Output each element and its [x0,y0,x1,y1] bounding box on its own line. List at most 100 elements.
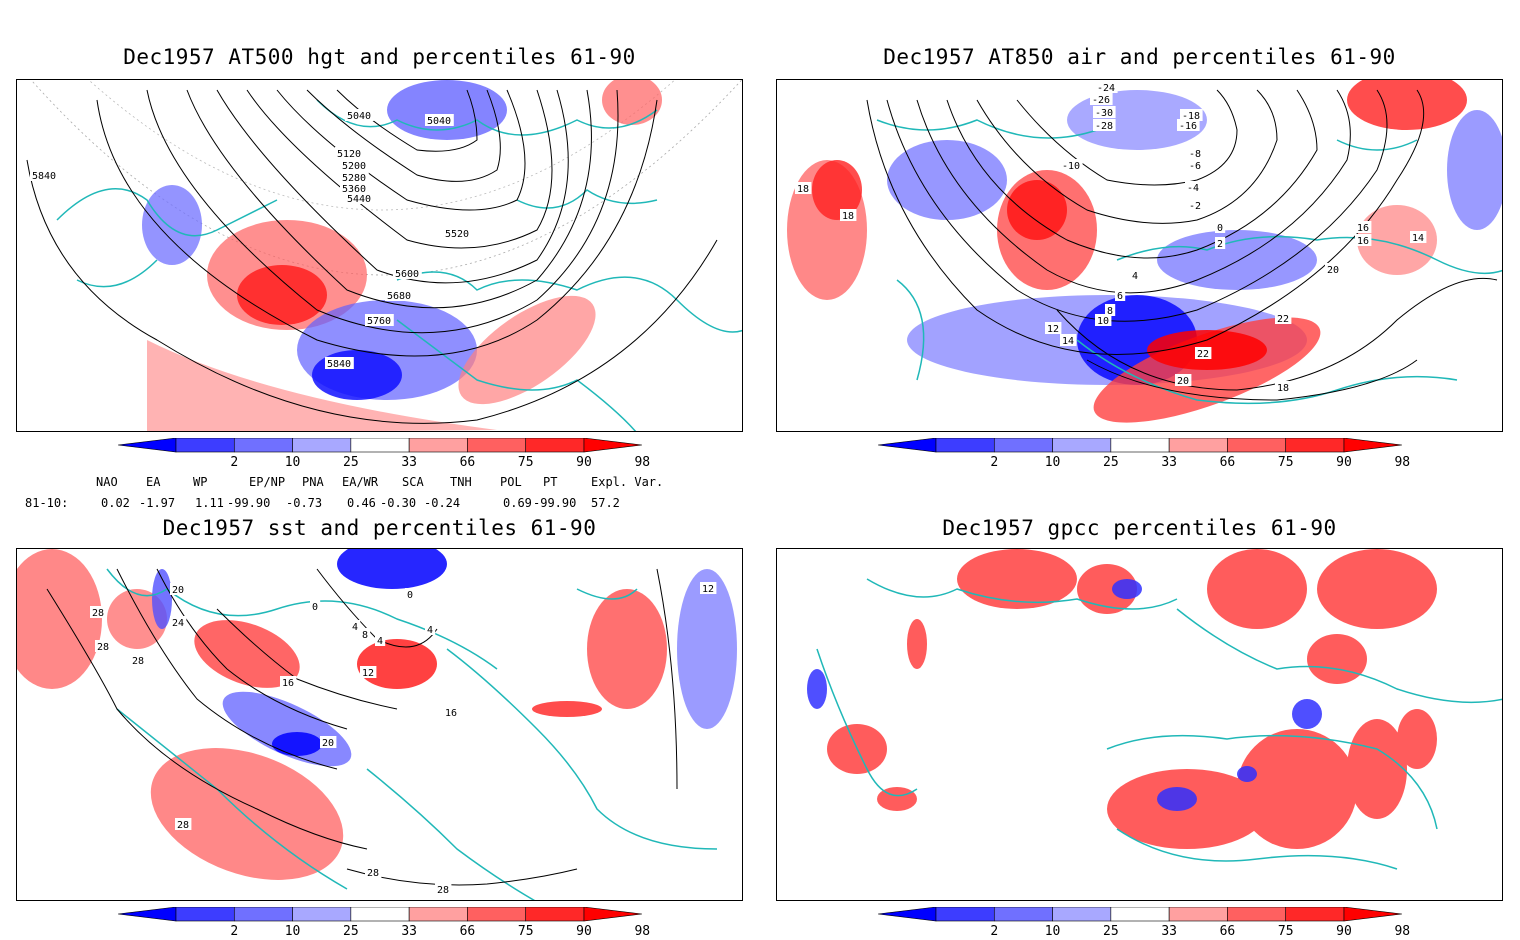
colorbar-box [935,437,995,453]
contour-label: 28 [130,654,147,667]
svg-text:16: 16 [1357,223,1369,234]
contour-label: 20 [170,583,187,596]
svg-text:5840: 5840 [327,359,351,370]
colorbar-box [993,906,1053,922]
contour-label: -30 [1093,106,1116,119]
svg-text:20: 20 [1177,376,1189,387]
colorbar-tick-label: 33 [1161,924,1177,939]
colorbar-box [1168,906,1228,922]
contour-label: 5600 [393,267,422,280]
contour-label: 18 [795,182,812,195]
svg-text:5040: 5040 [427,116,451,127]
colorbar-tick-label: 90 [1336,455,1352,470]
contour-label: 18 [840,209,857,222]
colorbar-box [1052,437,1112,453]
contour-label: 12 [700,582,717,595]
colorbar-box [1227,906,1287,922]
index-value: 57.2 [591,496,620,510]
colorbar-tick-label: 90 [576,924,592,939]
map-gpcc-svg [777,549,1502,900]
contour-label: 16 [443,706,460,719]
colorbar-tick-label: 25 [1103,924,1119,939]
svg-text:5840: 5840 [32,171,56,182]
svg-text:5680: 5680 [387,291,411,302]
svg-text:-30: -30 [1095,108,1113,119]
contour-label: 20 [320,736,337,749]
svg-text:5280: 5280 [342,173,366,184]
svg-text:5040: 5040 [347,111,371,122]
svg-text:12: 12 [1047,324,1059,335]
colorbar-4: 2 10 25 33 66 75 90 98 [877,906,1410,940]
index-value: -0.24 [424,496,461,510]
svg-text:2: 2 [1217,239,1223,250]
svg-text:4: 4 [1132,271,1138,282]
svg-text:5200: 5200 [342,161,366,172]
index-header: Expl. Var. [591,475,664,489]
colorbar-right-arrow [583,437,643,453]
svg-text:28: 28 [132,656,144,667]
index-header: EA/WR [342,475,379,489]
contour-label: -6 [1187,159,1204,172]
svg-text:28: 28 [92,608,104,619]
colorbar-tick-label: 25 [1103,455,1119,470]
svg-text:18: 18 [1277,383,1289,394]
svg-text:-16: -16 [1179,121,1197,132]
contour-label: 22 [1275,312,1292,325]
colorbar-box [525,437,585,453]
contour-label: 12 [1045,322,1062,335]
index-header: TNH [450,475,472,489]
contour-label: 5440 [345,192,374,205]
contour-label: -8 [1187,147,1204,160]
colorbar-box [1285,437,1345,453]
colorbar-box [1110,906,1170,922]
colorbar-left-arrow [117,906,177,922]
index-value: 0.46 [347,496,376,510]
svg-text:28: 28 [367,868,379,879]
svg-text:-8: -8 [1189,149,1201,160]
index-header: POL [500,475,522,489]
colorbar-box [467,906,527,922]
contour-label: 4 [350,620,361,633]
contour-label: 5840 [30,169,59,182]
colorbar-left-arrow [877,906,937,922]
contour-label: 5040 [345,109,374,122]
contour-label: 20 [1325,263,1342,276]
index-header: PT [543,475,558,489]
svg-text:20: 20 [172,585,184,596]
colorbar-tick-label: 66 [1219,924,1236,939]
colorbar-tick-label: 10 [1044,455,1061,470]
contour-label: 5760 [365,314,394,327]
colorbar-box [175,906,235,922]
contour-label: 28 [95,640,112,653]
svg-text:18: 18 [797,184,809,195]
colorbar-tick-label: 66 [459,924,476,939]
colorbar-tick-label: 2 [230,924,239,939]
contour-label: 10 [1095,314,1112,327]
contour-label: -18 [1180,109,1203,122]
index-header: WP [193,475,208,489]
svg-text:20: 20 [1327,265,1339,276]
svg-text:5120: 5120 [337,149,361,160]
colorbar-box [467,437,527,453]
colorbar-box [292,906,352,922]
index-row-label: 81-10: [25,496,69,510]
colorbar-tick-label: 33 [1161,455,1177,470]
contour-label: 28 [175,818,192,831]
colorbar-tick-label: 75 [1277,924,1294,939]
contour-label: 5360 [340,182,369,195]
colorbar-svg [117,437,643,453]
contour-label: -24 [1095,81,1118,94]
contour-label: 4 [425,623,436,636]
colorbar-box [1285,906,1345,922]
contour-label: 5200 [340,159,369,172]
colorbar-tick-label: 10 [284,455,301,470]
colorbar-tick-label: 10 [1044,924,1061,939]
map-panel-hgt: 5040 5040 5120 5200 5280 5360 5440 5520 5600 5680… [16,79,743,432]
colorbar-box [292,437,352,453]
svg-text:14: 14 [1412,233,1424,244]
panel-title-sst: Dec1957 sst and percentiles 61-90 [162,516,597,540]
svg-text:0: 0 [1217,223,1223,234]
svg-text:12: 12 [362,668,374,679]
index-value: -99.90 [533,496,577,510]
colorbar-tick-label: 2 [990,924,999,939]
